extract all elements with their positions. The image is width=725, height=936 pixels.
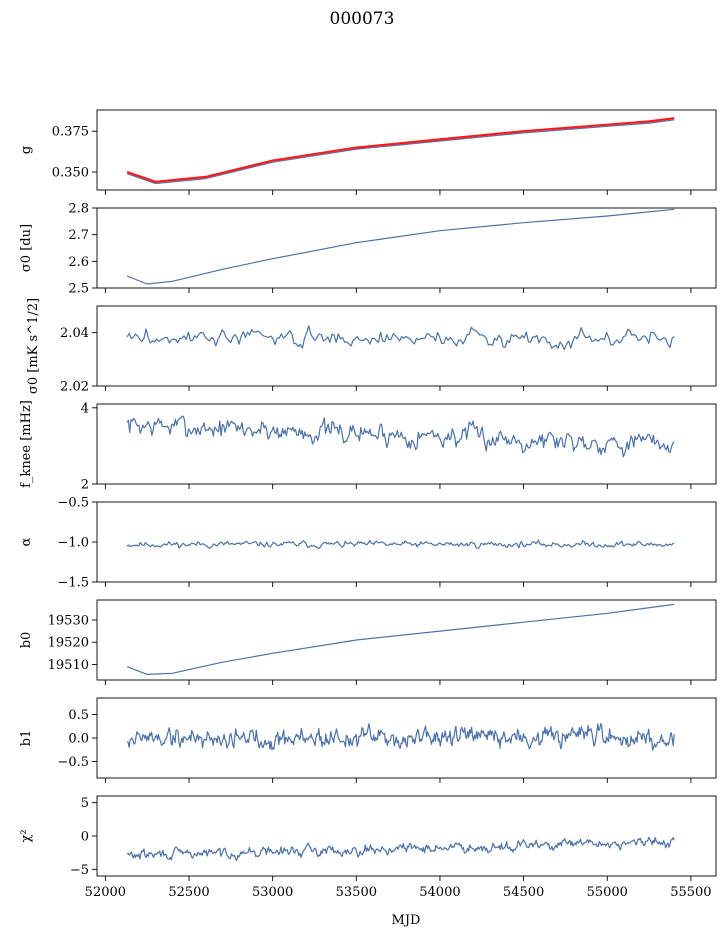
y-tick-label: 2.04 bbox=[60, 326, 89, 341]
y-axis-label: b1 bbox=[19, 730, 34, 747]
y-tick-label: 2.02 bbox=[60, 380, 89, 395]
y-axis-label: f_knee [mHz] bbox=[19, 400, 34, 488]
y-tick-label: 0.350 bbox=[52, 166, 89, 181]
panel-5: −1.5 −1.0 −0.5 α bbox=[19, 496, 717, 591]
y-tick-label: −5 bbox=[70, 863, 89, 878]
y-tick-label: 2.7 bbox=[68, 228, 89, 243]
y-tick-label: 4 bbox=[81, 401, 89, 416]
series-line-1-1 bbox=[126, 119, 675, 185]
y-tick-label: 0 bbox=[81, 830, 89, 845]
series-line-1-2 bbox=[126, 117, 675, 183]
y-tick-label: −1.5 bbox=[57, 576, 89, 591]
y-axis-label: α bbox=[19, 537, 34, 546]
y-tick-label: 0.375 bbox=[52, 125, 89, 140]
x-tick-label: 54500 bbox=[503, 885, 544, 900]
series-line-8-1 bbox=[126, 836, 675, 861]
x-tick-label: 53500 bbox=[336, 885, 377, 900]
y-tick-label: −1.0 bbox=[57, 536, 89, 551]
axes-frame bbox=[96, 207, 717, 289]
x-tick-label: 52500 bbox=[168, 885, 209, 900]
x-tick-label: 53000 bbox=[252, 885, 293, 900]
y-tick-label: 0.0 bbox=[68, 732, 89, 747]
y-axis-label: χ² bbox=[19, 829, 34, 842]
y-tick-label: −0.5 bbox=[57, 755, 89, 770]
axes-frame bbox=[96, 403, 717, 485]
series-line-5-1 bbox=[126, 539, 675, 550]
series-line-2-1 bbox=[126, 208, 675, 285]
y-tick-label: 19530 bbox=[48, 614, 89, 629]
panel-6: 19510 19520 19530 b0 bbox=[19, 599, 717, 685]
x-tick-label: 54000 bbox=[419, 885, 460, 900]
y-tick-label: 2 bbox=[81, 478, 89, 493]
y-axis-label: g bbox=[19, 146, 34, 154]
y-tick-label: 2.5 bbox=[68, 282, 89, 297]
panel-8: −5 0 5 52000 52500 53000 53500 54000 54500 55000 5… bbox=[19, 795, 717, 900]
y-tick-label: 0.5 bbox=[68, 708, 89, 723]
axes-frame bbox=[96, 109, 717, 191]
y-tick-label: −0.5 bbox=[57, 496, 89, 511]
series-line-6-1 bbox=[126, 603, 675, 675]
series-line-7-1 bbox=[126, 723, 675, 751]
panel-3: 2.02 2.04 σ0 [mK s^1/2] bbox=[26, 298, 717, 395]
panel-7: −0.5 0.0 0.5 b1 bbox=[19, 697, 717, 783]
x-tick-label: 55000 bbox=[587, 885, 628, 900]
series-line-3-1 bbox=[126, 325, 675, 351]
figure-title: 000073 bbox=[330, 9, 395, 29]
y-axis-label: b0 bbox=[19, 632, 34, 649]
x-tick-label: 52000 bbox=[85, 885, 126, 900]
panel-2: 2.5 2.6 2.7 2.8 σ0 [du] bbox=[19, 202, 717, 297]
y-tick-label: 2.6 bbox=[68, 255, 89, 270]
x-tick-label: 55500 bbox=[670, 885, 711, 900]
y-axis-label: σ0 [mK s^1/2] bbox=[26, 298, 41, 394]
y-tick-label: 19520 bbox=[48, 636, 89, 651]
axes-frame bbox=[96, 599, 717, 681]
axes-frame bbox=[96, 305, 717, 387]
series-line-4-1 bbox=[126, 415, 675, 458]
panel-4: 2 4 f_knee [mHz] bbox=[19, 400, 717, 493]
y-tick-label: 19510 bbox=[48, 658, 89, 673]
axes-frame bbox=[96, 795, 717, 877]
y-tick-label: 2.8 bbox=[68, 202, 89, 217]
y-tick-label: 5 bbox=[81, 796, 89, 811]
x-axis-label: MJD bbox=[392, 913, 421, 928]
y-axis-label: σ0 [du] bbox=[19, 224, 34, 272]
panel-1: 0.350 0.375 g bbox=[19, 109, 717, 195]
